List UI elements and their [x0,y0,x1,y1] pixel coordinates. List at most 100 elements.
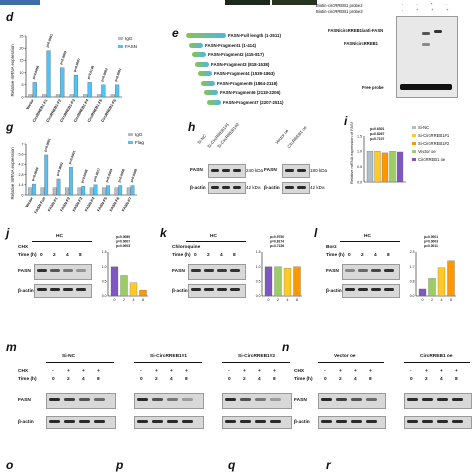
band-fasn [217,269,227,272]
p-value-label: p=0.0007 [116,240,130,244]
band-fasn [204,269,214,272]
bar-igg [83,94,88,98]
treat-mark: + [67,369,70,374]
fragment-row: FASN-Fragment1 (1-414) [189,42,256,49]
label-supershift: FASN/circRREB1/anti-FASN [328,28,384,33]
time-point: 8 [185,377,188,382]
treat-mark: - [140,369,142,374]
bar [374,151,381,183]
p-value-label: p=0.0146 [86,65,95,80]
band-actin [351,420,362,423]
panel-letter-q: q [228,458,236,472]
top-image-mid [225,0,270,5]
time-label: Time (h) [18,253,37,258]
fragment-row: FASN-Fragment2 (415-817) [192,51,264,58]
fragment-glyph [198,71,212,76]
x-tick-label: FASN-F6 [109,197,120,213]
p-value-label: p=0.0001 [68,150,77,165]
band-actin [50,288,60,291]
bar-fasn [87,82,92,98]
chart-i: Relative mRNA expression of FASN 0.0 0.5 1.… [349,122,450,184]
p-value-label: p=0.0001 [114,67,123,82]
y-tick-label: 0.0 [256,294,261,298]
legend-label: Si-NC [418,125,429,130]
bar-flag [44,154,49,196]
x-tick-label: 2 [123,298,125,302]
band-fasn [366,398,377,401]
time-label: Time (h) [294,377,313,382]
y-tick-label: 1.5 [357,134,362,138]
bar-igg [110,94,115,98]
cond-label: HC [210,234,217,239]
band-fasn [137,398,148,401]
band-actin [407,420,418,423]
band-fasn [63,269,73,272]
treat-mark: + [185,369,188,374]
band-actin [345,288,355,291]
bar [447,260,455,297]
treat-mark: + [440,369,443,374]
time-point: 8 [387,253,390,258]
band-actin [452,420,463,423]
band-fasn [37,269,47,272]
band-actin [63,288,73,291]
legend-swatch [412,158,416,161]
x-tick-label: 8 [142,298,144,302]
x-tick-label: 0 [422,298,424,302]
treat-label: CHX [18,369,29,374]
protein-actin: β-actin [172,289,188,294]
p-value-label: p=0.0056 [32,65,41,80]
fragment-row: FASN-Fragment7 (2207-2511) [207,99,284,106]
time-point: 2 [155,377,158,382]
time-point: 0 [40,253,43,258]
protein-fasn: FASN [326,269,339,274]
panel-f: Biotin-circRREB1 probe2 Biotin-circRREB1… [316,0,474,120]
panel-letter-g: g [6,120,14,134]
bar [139,289,147,297]
protein-fasn: FASN [172,269,185,274]
bar [437,267,446,297]
panel-letter-r: r [326,458,331,472]
bar-flag [81,186,86,196]
band-actin [167,420,178,423]
band-actin [204,288,214,291]
time-label: Time (h) [18,377,37,382]
treat-mark: + [354,369,357,374]
legend-label: CircRREB1 oe [418,157,446,162]
band-fasn [336,398,347,401]
time-point: 2 [207,253,210,258]
treat-mark: + [273,369,276,374]
treat-mark: + [455,369,458,374]
treat-mark: - [52,369,54,374]
treat-mark: - [228,369,230,374]
bar-igg [89,187,94,196]
band-actin [76,288,86,291]
top-strip [0,0,474,6]
bar-igg [77,187,82,196]
y-tick-label: 1.7 [410,265,415,269]
group-label: Si-CircRREB1#2 [238,354,276,359]
treat-mark: + [258,369,261,374]
panel-n: n CHX Time (h) FASN β-actin Vector oe - 0 +2 +4 +8… [282,340,472,450]
band-actin [371,288,381,291]
panel-letter-k: k [160,226,167,240]
y-tick-label: 2.8 [19,173,24,177]
band-fasn [407,398,418,401]
band-actin [240,420,251,423]
fragment-glyph [192,52,206,57]
p-value-label: p=0.7107 [370,137,385,141]
time-point: 8 [97,377,100,382]
y-tick-label: 15 [20,59,24,63]
x-tick-label: FASN-F7 [121,197,132,213]
y-tick-label: 0.5 [256,280,261,284]
panel-j: j HC CHX Time (h) 0 2 4 8 FASN β-actin 0.0 0.5 1.0 1.… [6,226,156,336]
p-value-label: p=0.0008 [80,169,89,184]
band-fasn [50,269,60,272]
bar [381,152,389,183]
y-axis-label: Relative mRNA expression of FASN [349,122,354,184]
p-value-label: p=0.8267 [370,132,385,136]
bar-fasn [114,84,120,98]
bar-fasn [73,74,79,98]
fragment-glyph [204,90,218,95]
